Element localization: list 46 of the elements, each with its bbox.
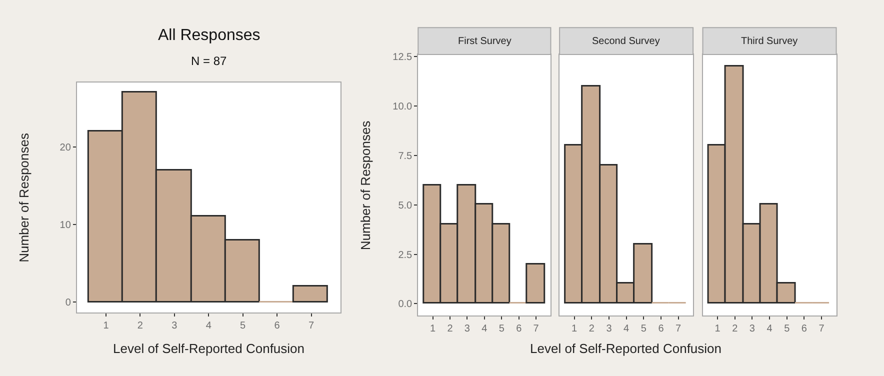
x-tick-label: 5	[640, 324, 647, 335]
x-tick-label: 7	[818, 324, 825, 335]
x-tick-label: 3	[749, 324, 756, 335]
x-tick-label: 5	[498, 324, 505, 335]
chart-title: Second Survey	[592, 36, 660, 47]
x-tick-label: 7	[308, 320, 314, 332]
x-tick-label: 2	[447, 324, 454, 335]
chart-title: All Responses	[158, 27, 260, 44]
x-tick-label: 6	[274, 320, 280, 332]
x-tick-label: 4	[206, 320, 212, 332]
x-tick-label: 2	[588, 324, 595, 335]
x-tick-label: 7	[676, 324, 682, 335]
x-tick-label: 7	[533, 324, 540, 335]
x-tick-label: 3	[464, 324, 470, 335]
y-tick-label: 20	[60, 142, 72, 154]
y-tick-label: 0	[65, 298, 72, 309]
x-tick-label: 1	[572, 324, 578, 335]
x-tick-label: 5	[784, 324, 790, 335]
x-tick-label: 2	[732, 324, 738, 335]
x-tick-label: 6	[801, 324, 808, 335]
y-tick-label: 10.0	[392, 101, 413, 112]
x-tick-label: 4	[766, 324, 773, 335]
y-tick-label: 2.5	[398, 250, 413, 261]
x-tick-label: 4	[482, 324, 488, 335]
x-tick-label: 1	[430, 324, 436, 335]
chart-title: Third Survey	[741, 36, 798, 47]
y-tick-label: 5.0	[398, 200, 413, 212]
x-tick-label: 1	[714, 324, 721, 335]
x-tick-label: 4	[624, 324, 630, 335]
chart-title: First Survey	[458, 36, 512, 47]
x-axis-title: Level of Self-Reported Confusion	[113, 341, 305, 356]
x-tick-label: 6	[658, 324, 664, 335]
x-tick-label: 3	[172, 320, 178, 332]
x-tick-label: 3	[606, 324, 612, 335]
y-tick-label: 12.5	[392, 52, 413, 63]
y-axis-title: Number of Responses	[16, 132, 32, 262]
x-tick-label: 5	[240, 320, 246, 332]
y-tick-label: 0.0	[398, 299, 413, 310]
x-axis-title: Level of Self-Reported Confusion	[530, 341, 722, 356]
chart-subtitle: N = 87	[191, 54, 228, 68]
x-tick-label: 2	[137, 320, 144, 332]
x-tick-label: 6	[516, 324, 522, 335]
y-axis-title: Number of Responses	[358, 120, 374, 250]
y-tick-label: 10	[60, 220, 72, 232]
y-tick-label: 7.5	[398, 150, 413, 162]
x-tick-label: 1	[103, 320, 110, 332]
